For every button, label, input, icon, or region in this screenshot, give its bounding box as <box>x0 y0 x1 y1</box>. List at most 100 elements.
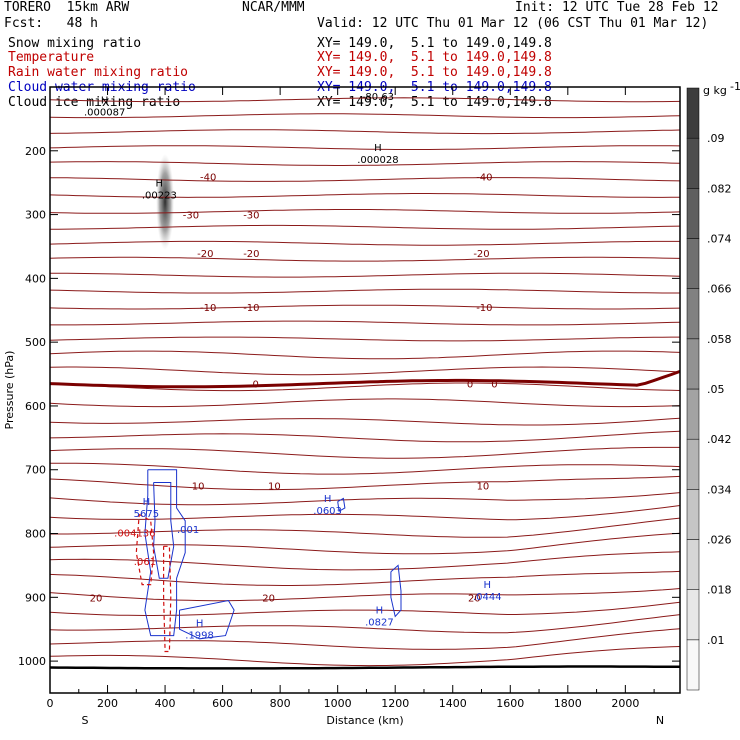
temperature-contour-label: -10 <box>200 303 216 314</box>
temperature-contour-line <box>50 517 681 538</box>
header-center: NCAR/MMM <box>242 0 305 15</box>
cloud-water-contour <box>337 497 346 512</box>
temperature-contour-line <box>49 209 681 214</box>
colorbar-label: .082 <box>707 182 732 195</box>
x-tick-label: 1000 <box>324 697 352 710</box>
temperature-contour-label: 10 <box>192 482 205 493</box>
x-tick-label: 600 <box>212 697 233 710</box>
field-name-temperature: Temperature <box>8 50 95 65</box>
temperature-contour-label: -40 <box>476 172 492 183</box>
temperature-contour-label: -40 <box>200 172 216 183</box>
temperature-contour-line <box>49 551 681 571</box>
temperature-contour-line <box>49 97 681 103</box>
extremum-value: .004136 <box>114 528 155 539</box>
header-model: TORERO 15km ARW <box>4 0 130 15</box>
y-tick-label: 1000 <box>18 655 46 668</box>
x-tick-label: 0 <box>47 697 54 710</box>
y-tick-label: 400 <box>25 272 46 285</box>
colorbar-label: .066 <box>707 283 732 296</box>
top-edge-label: -80.63 <box>362 92 394 103</box>
field-name-snow: Snow mixing ratio <box>8 36 142 51</box>
extremum-value: .00223 <box>142 190 177 201</box>
y-tick-label: 200 <box>25 145 46 158</box>
extremum-marker: H <box>483 580 491 591</box>
temperature-contour-line <box>49 430 681 443</box>
colorbar-label: .01 <box>707 634 725 647</box>
extremum-value: .000028 <box>357 155 398 166</box>
colorbar-bin <box>686 639 700 691</box>
temperature-contour-line <box>49 113 681 119</box>
x-end-label-left: S <box>82 714 89 727</box>
temperature-contour-line <box>49 193 680 198</box>
x-tick-label: 200 <box>97 697 118 710</box>
temperature-contour-line <box>49 336 680 342</box>
cloud-water-contour <box>390 564 402 618</box>
temperature-contour-label: -30 <box>243 211 259 222</box>
temperature-contour-label: 20 <box>468 593 481 604</box>
colorbar-label: .026 <box>707 534 732 547</box>
colorbar-label: .042 <box>707 433 732 446</box>
temperature-contour-line <box>49 492 681 506</box>
temperature-contour-line <box>49 588 681 602</box>
x-tick-label: 1200 <box>381 697 409 710</box>
y-tick-label: 300 <box>25 209 46 222</box>
extremum-marker: H <box>156 178 164 189</box>
x-tick-label: 1600 <box>496 697 524 710</box>
temperature-contour-line <box>49 475 681 491</box>
temperature-contour-line <box>50 272 681 278</box>
temperature-contour-line <box>49 601 681 616</box>
colorbar-bin <box>686 489 700 540</box>
temperature-contour-line <box>49 570 681 586</box>
temperature-contour-label: -20 <box>197 249 213 260</box>
extremum-marker: H <box>101 95 109 106</box>
temperature-contour-line <box>50 320 681 326</box>
extremum-value: .1998 <box>185 630 214 641</box>
temperature-contour-line <box>50 177 681 182</box>
temperature-contour-label: -30 <box>183 211 199 222</box>
colorbar-bin <box>686 87 700 139</box>
temperature-contour-line <box>49 628 681 650</box>
x-tick-label: 800 <box>270 697 291 710</box>
temperature-contour-label: 0 <box>252 380 258 391</box>
rain-water-contour <box>135 513 155 586</box>
temperature-contour-label: -10 <box>243 303 259 314</box>
x-end-label-right: N <box>656 714 664 727</box>
x-tick-label: 400 <box>155 697 176 710</box>
colorbar-bin <box>686 388 700 440</box>
extremum-value: .000087 <box>84 107 125 118</box>
extremum-value: .001 <box>177 525 199 536</box>
temperature-contour-line <box>49 366 681 376</box>
x-axis-label: Distance (km) <box>326 714 403 727</box>
temperature-contour-label: -20 <box>473 249 489 260</box>
temperature-contour-label: -20 <box>243 249 259 260</box>
cloud-water-contour <box>144 469 186 637</box>
header-fcst: Fcst: 48 h <box>4 16 98 31</box>
extremum-value: 5675 <box>134 509 159 520</box>
temperature-contour-line <box>49 161 681 166</box>
header-valid: Valid: 12 UTC Thu 01 Mar 12 (06 CST Thu … <box>317 16 709 31</box>
extremum-value: .0827 <box>365 618 394 629</box>
colorbar-unit-exponent: -1 <box>730 80 740 93</box>
y-tick-label: 800 <box>25 528 46 541</box>
colorbar-label: .018 <box>707 584 732 597</box>
y-tick-label: 600 <box>25 400 46 413</box>
cloud-water-contour <box>179 599 235 640</box>
temperature-contour-line <box>49 145 681 150</box>
field-name-cloud-ice: Cloud ice mixing ratio <box>8 95 181 110</box>
plot-frame <box>49 86 681 694</box>
colorbar-label: .05 <box>707 383 725 396</box>
colorbar-label: .09 <box>707 132 725 145</box>
temperature-contour-line <box>49 304 681 310</box>
y-tick-label: 500 <box>25 336 46 349</box>
x-tick-label: 1400 <box>439 697 467 710</box>
field-xy-snow: XY= 149.0, 5.1 to 149.0,149.8 <box>317 36 552 51</box>
surface-line <box>49 665 681 670</box>
temperature-contour-line <box>49 129 681 135</box>
temperature-contour-line <box>49 350 681 360</box>
colorbar-label: .034 <box>707 483 732 496</box>
field-xy-rain: XY= 149.0, 5.1 to 149.0,149.8 <box>317 65 552 80</box>
temperature-contour-line <box>50 224 681 230</box>
temperature-contour-line <box>49 398 681 408</box>
temperature-contour-line <box>49 382 681 392</box>
